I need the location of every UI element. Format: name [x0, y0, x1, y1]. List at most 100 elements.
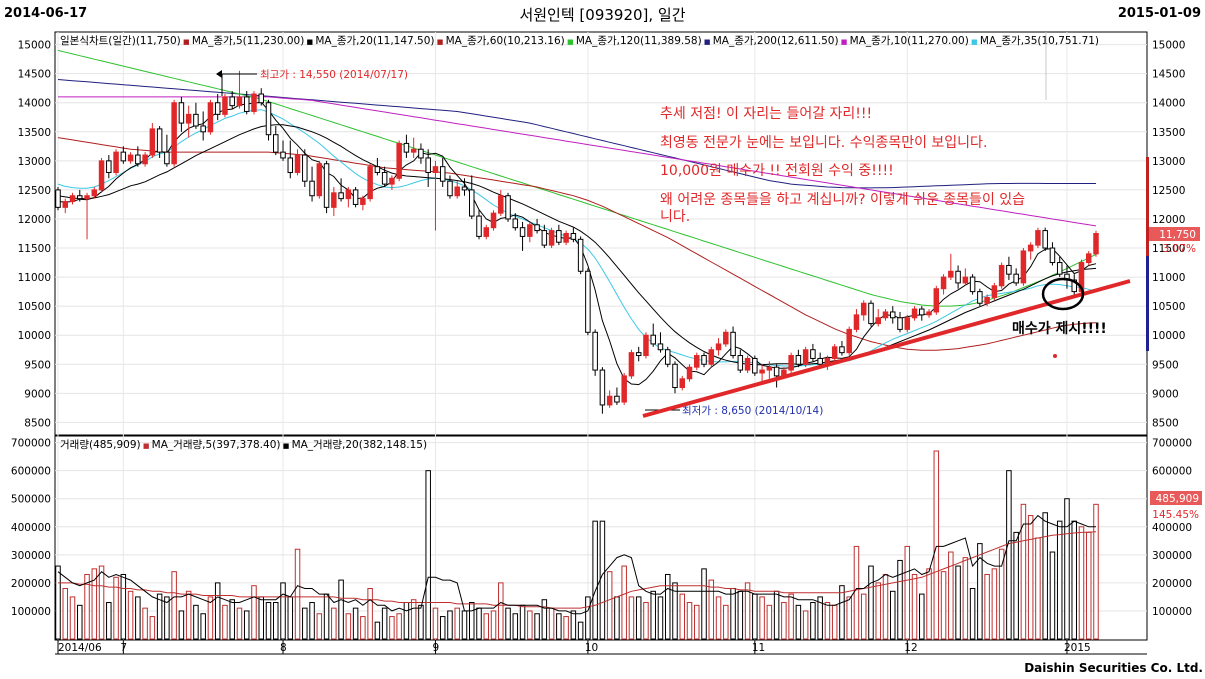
candle — [338, 178, 344, 202]
price-tick-label: 13000 — [18, 156, 51, 168]
candle — [236, 70, 243, 109]
candle — [127, 152, 134, 164]
candle — [541, 224, 548, 249]
volume-bar — [251, 585, 257, 640]
candle — [55, 187, 61, 211]
volume-bar — [599, 520, 606, 640]
candle-body — [773, 366, 780, 377]
candle — [556, 224, 562, 246]
volume-moving-average-lines — [57, 514, 1097, 615]
volume-bar — [207, 596, 214, 640]
high-marker: 최고가 : 14,550 (2014/07/17) — [216, 69, 408, 96]
price-tick-label: 14000 — [1152, 98, 1185, 110]
volume-bar — [193, 604, 199, 640]
volume-bar — [120, 573, 127, 640]
candle-body — [454, 186, 460, 197]
candle-body — [171, 102, 177, 165]
candle — [287, 140, 294, 179]
candle — [84, 192, 90, 240]
candle — [367, 163, 373, 202]
volume-bar — [904, 545, 911, 640]
volume-bar — [447, 610, 453, 640]
candle — [113, 149, 119, 176]
candle — [410, 137, 417, 158]
volume-bars — [55, 450, 1099, 640]
candle-body — [483, 227, 490, 237]
candle-body — [940, 276, 947, 290]
candle-body — [1035, 230, 1041, 246]
volume-bar — [715, 596, 722, 640]
volume-bar — [214, 582, 221, 640]
volume-bar — [860, 593, 867, 640]
volume-bar — [556, 613, 562, 640]
price-tick-label: 12500 — [18, 185, 51, 197]
candle — [730, 326, 736, 359]
price-legend-item: MA_종가,5(11,230.00) — [192, 35, 304, 47]
candle — [701, 352, 707, 368]
price-tick-label: 9000 — [1152, 388, 1179, 400]
candle-body — [113, 151, 119, 173]
price-tick-label: 15000 — [18, 40, 51, 52]
volume-bar — [650, 590, 656, 640]
volume-bar — [483, 613, 490, 640]
volume-bar — [1013, 531, 1019, 640]
price-tick-label: 10000 — [1152, 330, 1185, 342]
candle — [77, 189, 83, 202]
candle — [890, 306, 896, 324]
volume-bar — [1078, 526, 1085, 640]
price-tick-label: 9500 — [1152, 359, 1179, 371]
candle-body — [723, 331, 729, 345]
candle-body — [287, 157, 294, 173]
volume-legend-item: MA_거래량,20(382,148.15) — [292, 439, 427, 451]
volume-legend: 거래량(485,909) ■ MA_거래량,5(397,378.40) ■ MA… — [60, 439, 427, 451]
volume-bar — [708, 579, 715, 640]
annotation-line-1: 추세 저점! 이 자리는 들어갈 자리!!! — [660, 106, 872, 122]
red-dot — [1053, 354, 1057, 358]
candle-body — [527, 224, 533, 237]
volume-bar — [84, 573, 90, 640]
candle-body — [788, 355, 794, 371]
candle — [142, 152, 148, 167]
candle — [744, 355, 751, 373]
candle-body — [84, 195, 90, 200]
volume-bar — [171, 571, 177, 640]
candle-body — [802, 349, 809, 365]
candle — [432, 160, 439, 231]
candle — [222, 94, 228, 118]
candle-body — [1093, 233, 1099, 255]
candle-body — [657, 343, 664, 351]
candle — [193, 102, 199, 129]
candle — [599, 367, 606, 414]
candle — [331, 187, 337, 217]
candle-body — [98, 160, 105, 191]
volume-bar — [548, 607, 555, 640]
volume-tick-label: 700000 — [1152, 438, 1192, 450]
price-tick-label: 12500 — [1152, 185, 1185, 197]
candle — [839, 341, 845, 356]
candle — [498, 189, 504, 217]
price-tick-label: 10500 — [1152, 301, 1185, 313]
candle — [527, 221, 533, 243]
volume-bar — [817, 596, 823, 640]
volume-legend-item: 거래량(485,909) — [60, 439, 141, 451]
volume-bar — [701, 568, 707, 640]
price-tick-label: 11000 — [18, 272, 51, 284]
candle-body — [563, 233, 569, 243]
volume-bar — [679, 593, 686, 640]
candle-body — [193, 113, 199, 127]
volume-bar — [1071, 520, 1077, 640]
scale-indicator-blue — [1146, 256, 1149, 351]
candle-body — [1020, 250, 1027, 284]
candle — [425, 149, 431, 188]
candle-body — [868, 302, 874, 325]
volume-bar — [345, 613, 352, 640]
price-tick-label: 14500 — [1152, 69, 1185, 81]
candle-body — [302, 154, 308, 182]
volume-bar — [418, 604, 424, 640]
candle-body — [178, 102, 185, 124]
candle — [98, 157, 105, 193]
candle-body — [621, 375, 627, 403]
candle-body — [853, 314, 860, 330]
volume-bar — [1056, 520, 1063, 640]
